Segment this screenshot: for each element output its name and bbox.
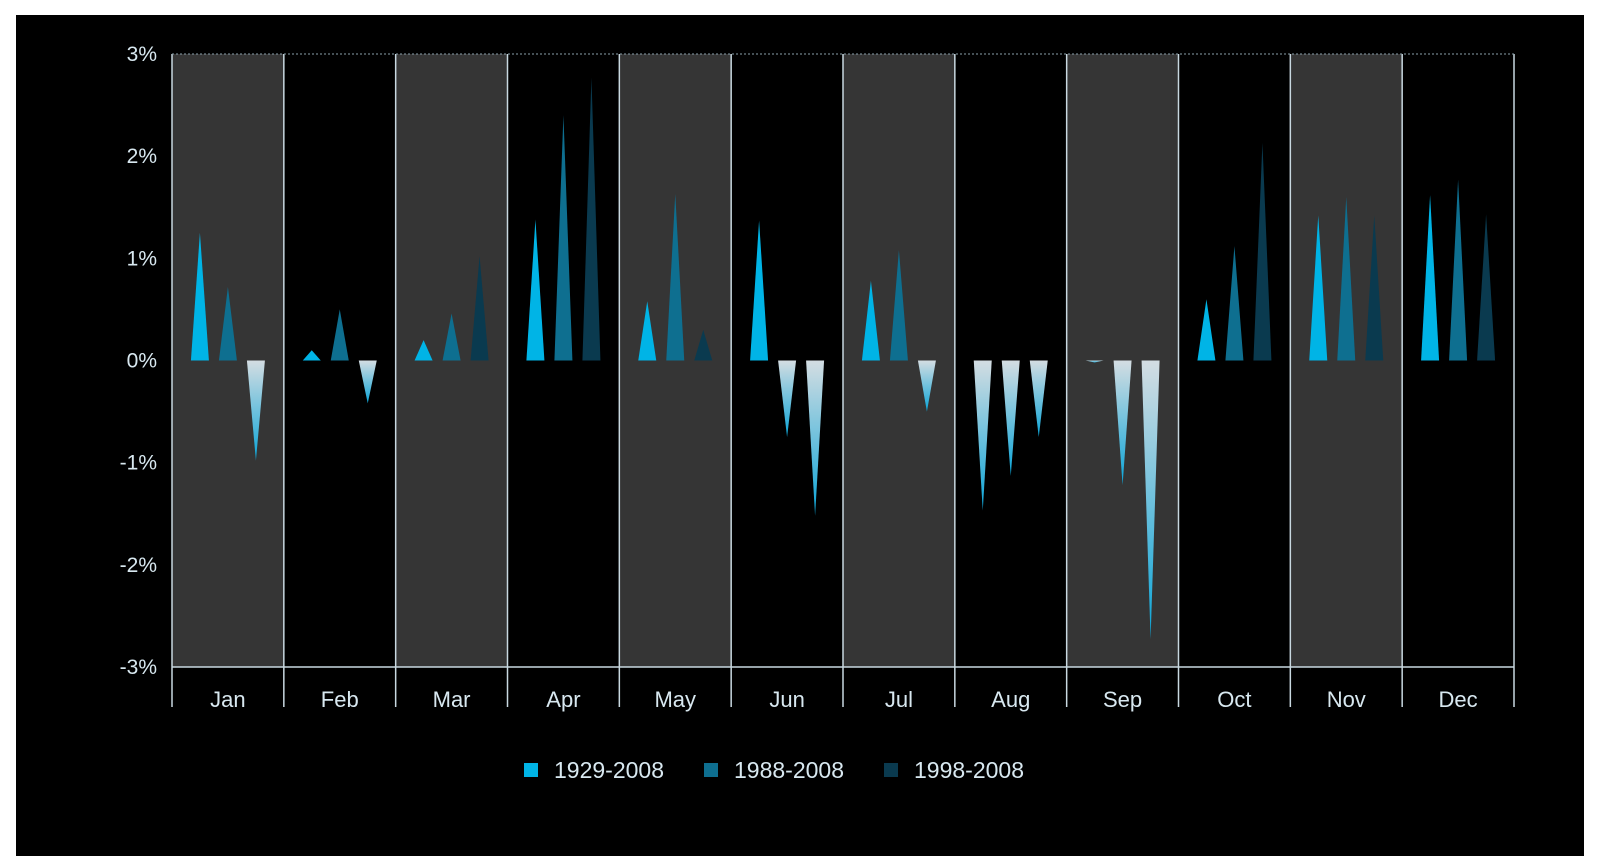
- bar[interactable]: [694, 329, 713, 361]
- bars: [190, 77, 1496, 640]
- y-tick-label: -2%: [120, 554, 157, 577]
- bar[interactable]: [1029, 360, 1048, 438]
- x-tick-label: Jun: [769, 687, 804, 712]
- legend-swatch[interactable]: [884, 763, 898, 777]
- y-tick-label: 2%: [127, 145, 157, 168]
- legend-swatch[interactable]: [704, 763, 718, 777]
- legend-label[interactable]: 1929-2008: [554, 757, 664, 783]
- legend-label[interactable]: 1998-2008: [914, 757, 1024, 783]
- bar[interactable]: [190, 232, 209, 361]
- y-tick-label: 0%: [127, 350, 157, 373]
- month-bands: [171, 53, 1515, 707]
- x-tick-label: Mar: [433, 687, 471, 712]
- x-tick-label: Oct: [1217, 687, 1251, 712]
- bar[interactable]: [1001, 360, 1020, 476]
- bar[interactable]: [889, 250, 908, 361]
- bar[interactable]: [246, 360, 265, 461]
- x-tick-label: May: [654, 687, 696, 712]
- bar[interactable]: [861, 280, 880, 361]
- bar[interactable]: [442, 313, 461, 361]
- y-tick-label: 3%: [127, 43, 157, 66]
- bar[interactable]: [1337, 197, 1356, 361]
- x-tick-label: Jan: [210, 687, 245, 712]
- legend: 1929-2008 1988-2008 1998-2008: [524, 757, 1024, 783]
- bar[interactable]: [358, 360, 377, 404]
- x-axis-labels: Jan Feb Mar Apr May Jun Jul Aug Sep Oct Nov Dec: [210, 687, 1477, 712]
- bar[interactable]: [917, 360, 936, 412]
- legend-swatch[interactable]: [524, 763, 538, 777]
- x-tick-label: Apr: [546, 687, 580, 712]
- bar[interactable]: [806, 360, 825, 516]
- x-tick-label: Nov: [1327, 687, 1366, 712]
- bar[interactable]: [1309, 215, 1328, 361]
- bar[interactable]: [778, 360, 797, 438]
- bar[interactable]: [1141, 360, 1160, 640]
- y-tick-label: -1%: [120, 452, 157, 475]
- legend-label[interactable]: 1988-2008: [734, 757, 844, 783]
- seasonality-chart: 3% 2% 1% 0% -1% -2% -3% Jan Feb Mar Apr May Jun Jul A…: [120, 43, 1515, 783]
- bar[interactable]: [638, 301, 657, 361]
- x-tick-label: Sep: [1103, 687, 1142, 712]
- bar[interactable]: [1421, 194, 1440, 361]
- y-tick-label: -3%: [120, 656, 157, 679]
- bar[interactable]: [1197, 299, 1216, 361]
- x-tick-label: Feb: [321, 687, 359, 712]
- bar[interactable]: [973, 360, 992, 511]
- bar[interactable]: [1225, 246, 1244, 361]
- y-tick-label: 1%: [127, 247, 157, 270]
- bar[interactable]: [414, 340, 433, 361]
- x-tick-label: Aug: [991, 687, 1030, 712]
- x-tick-label: Dec: [1439, 687, 1478, 712]
- bar[interactable]: [666, 193, 685, 361]
- bar[interactable]: [554, 115, 573, 361]
- bar[interactable]: [526, 219, 545, 361]
- bar[interactable]: [1253, 142, 1272, 361]
- bar[interactable]: [1449, 179, 1468, 361]
- bar[interactable]: [750, 220, 769, 361]
- bar[interactable]: [470, 256, 489, 361]
- y-axis-ticks: 3% 2% 1% 0% -1% -2% -3%: [120, 43, 157, 679]
- bar[interactable]: [330, 309, 349, 361]
- bar[interactable]: [218, 286, 237, 361]
- bar[interactable]: [1113, 360, 1132, 486]
- bar[interactable]: [1085, 360, 1104, 363]
- bar[interactable]: [582, 77, 601, 361]
- bar[interactable]: [302, 350, 321, 361]
- chart-frame: 3% 2% 1% 0% -1% -2% -3% Jan Feb Mar Apr May Jun Jul A…: [16, 15, 1584, 856]
- bar[interactable]: [1365, 215, 1384, 361]
- bar[interactable]: [1477, 214, 1496, 361]
- x-tick-label: Jul: [885, 687, 913, 712]
